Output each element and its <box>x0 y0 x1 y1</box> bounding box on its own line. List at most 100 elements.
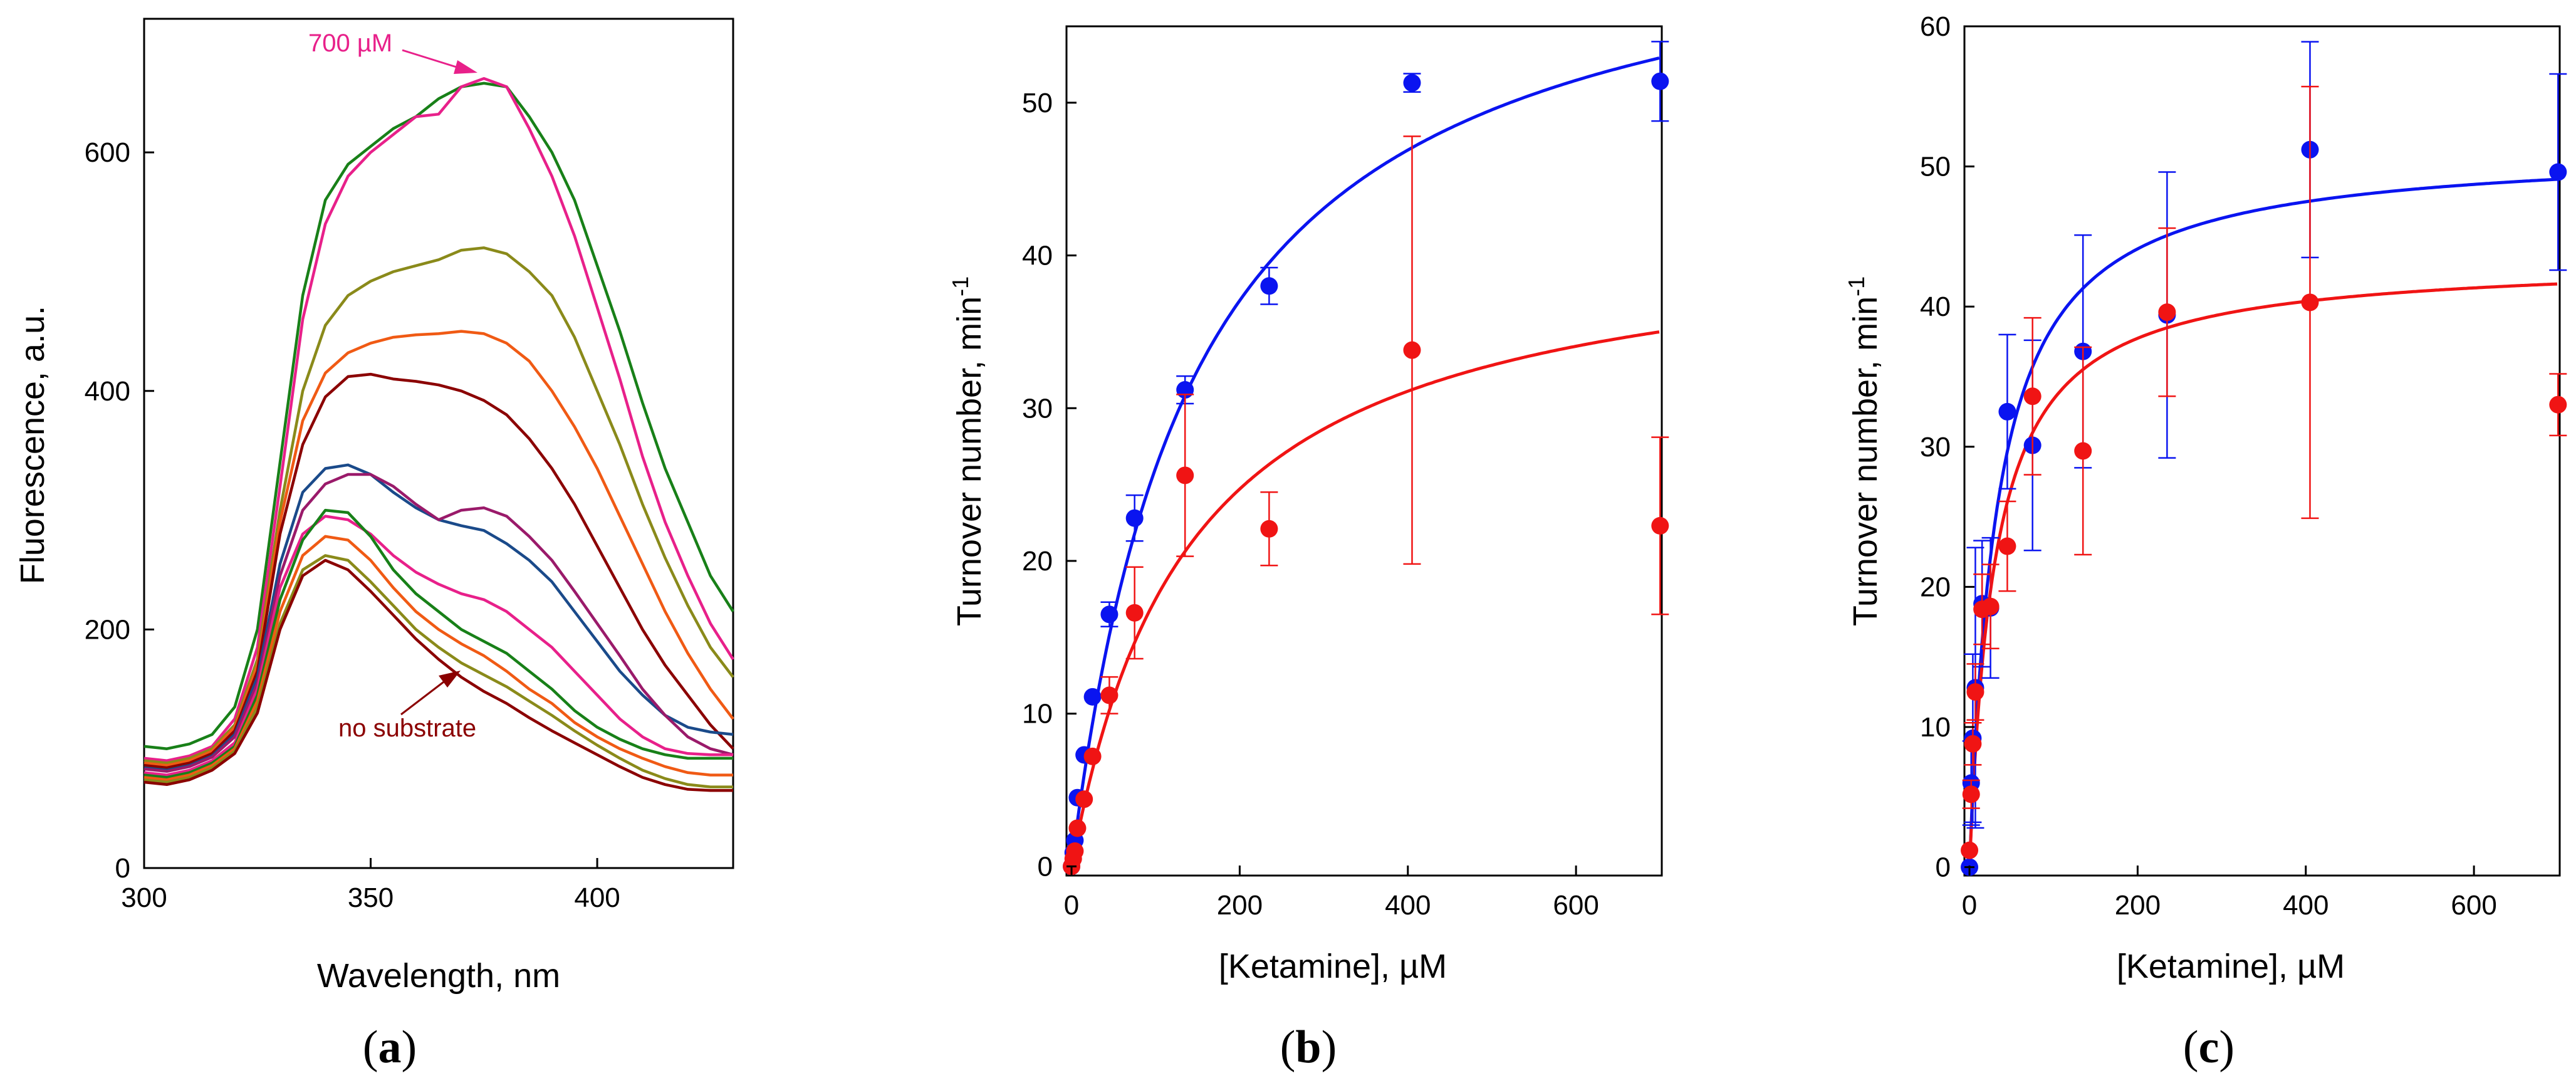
panel-b-red-point-11 <box>1651 516 1669 535</box>
panel-c-red-fit-curve <box>1968 282 2558 867</box>
annotation-no-substrate-label: no substrate <box>338 714 476 742</box>
panel-c-xlabel: [Ketamine], µM <box>2117 948 2345 985</box>
panel-b-axes: 0 200 400 600 0 10 20 30 40 50 <box>1022 88 1599 921</box>
panel-c-xtick-label-1: 200 <box>2115 890 2161 921</box>
annotation-700uM: 700 µM <box>308 29 477 74</box>
spectrum-line-olive-2 <box>143 554 733 788</box>
panel-c-ylabel-main: Turnover number, min <box>1847 296 1884 626</box>
panel-c-red-point-6 <box>1998 537 2016 555</box>
panel-c-red-point-10 <box>2301 293 2319 311</box>
panel-c-ylabel-sup: -1 <box>1843 276 1869 296</box>
panel-c-ytick-label-5: 50 <box>1920 152 1951 182</box>
panel-a-xtick-label-2: 400 <box>574 882 620 913</box>
panel-c-ytick-label-3: 30 <box>1920 432 1951 463</box>
panel-a-ylabel: Fluorescence, a.u. <box>14 306 51 584</box>
annotation-no-substrate-arrow-line <box>400 679 447 716</box>
panel-c-red-point-9 <box>2158 303 2176 322</box>
spectrum-line-orange-1 <box>143 330 734 767</box>
panel-c-xtick-label-0: 0 <box>1962 890 1977 921</box>
panel-b-xlabel: [Ketamine], µM <box>1219 948 1447 985</box>
spectrum-line-pink-700 <box>143 76 734 762</box>
panel-c-red-point-2 <box>1964 735 1982 753</box>
panel-a-ytick-label-1: 200 <box>85 614 130 645</box>
panel-c-ytick-label-4: 40 <box>1920 291 1951 322</box>
panel-b-ylabel-main: Turnover number, min <box>951 296 988 626</box>
panel-b-xtick-label-3: 600 <box>1553 890 1598 921</box>
panel-b-red-point-9 <box>1260 520 1278 538</box>
panel-b-caption: (b) <box>1280 1022 1337 1073</box>
panel-c-red-point-7 <box>2023 387 2042 405</box>
panel-c-red-point-0 <box>1961 841 1979 859</box>
spectrum-line-pink-2 <box>143 515 733 777</box>
panel-c-ylabel: Turnover number, min-1 <box>1843 276 1884 626</box>
panel-c-blue-fit-curve <box>1968 177 2558 867</box>
panel-c-blue-point-11 <box>2549 163 2567 181</box>
panel-a-letter: a <box>378 1022 402 1073</box>
panel-c-red-point-8 <box>2074 442 2092 460</box>
panel-b-xtick-label-0: 0 <box>1064 890 1079 921</box>
panel-a-ytick-label-0: 0 <box>115 853 130 884</box>
panel-c-ytick-label-1: 10 <box>1920 712 1951 743</box>
panel-b-ylabel-sup: -1 <box>947 276 973 296</box>
panel-c-points <box>1961 41 2567 876</box>
spectrum-line-purple-1 <box>143 473 734 773</box>
spectrum-line-green-1 <box>143 81 734 750</box>
panel-b-letter: b <box>1295 1022 1321 1073</box>
panel-b-ytick-label-3: 30 <box>1022 393 1053 424</box>
panel-a-ytick-label-3: 600 <box>85 137 130 168</box>
annotation-700uM-label: 700 µM <box>308 29 392 57</box>
panel-b-blue-point-11 <box>1651 72 1669 90</box>
annotation-700uM-arrow-line <box>402 49 463 70</box>
spectrum-line-green-2 <box>143 508 733 779</box>
panel-c-ytick-label-6: 60 <box>1920 11 1951 42</box>
panel-b-red-point-4 <box>1075 790 1093 808</box>
panel-c-blue-point-6 <box>1998 402 2016 421</box>
panel-b-xtick-label-1: 200 <box>1217 890 1263 921</box>
panel-c-axes: 0 200 400 600 0 10 20 30 40 50 60 <box>1920 11 2497 921</box>
panel-c-red-point-1 <box>1962 785 1980 803</box>
panel-a-series <box>143 76 734 792</box>
panel-b-xtick-label-2: 400 <box>1385 890 1431 921</box>
panel-b-red-point-8 <box>1176 466 1194 484</box>
panel-b-ytick-label-0: 0 <box>1038 851 1053 882</box>
panel-b-red-point-7 <box>1125 604 1144 622</box>
panel-b-frame <box>1065 25 1663 877</box>
panel-b-red-point-5 <box>1083 747 1102 765</box>
panel-b-ytick-label-2: 20 <box>1022 546 1053 577</box>
annotation-no-substrate: no substrate <box>338 671 476 742</box>
panel-b-red-point-10 <box>1403 341 1421 359</box>
panel-c-xtick-label-3: 600 <box>2451 890 2496 921</box>
panel-c-red-point-5 <box>1981 597 2000 615</box>
panel-c-red-point-11 <box>2549 395 2567 414</box>
panel-b-blue-point-5 <box>1083 688 1102 706</box>
panel-c-ytick-label-0: 0 <box>1936 852 1951 883</box>
spectrum-line-darkred-no-substrate <box>143 558 733 792</box>
panel-a-frame <box>143 18 734 869</box>
panel-b-ytick-label-1: 10 <box>1022 699 1053 730</box>
panel-b-ylabel: Turnover number, min-1 <box>947 276 988 626</box>
panel-a-xtick-label-0: 300 <box>121 882 167 913</box>
panel-c: 0 200 400 600 0 10 20 30 40 50 60 [Ketamine], µM T… <box>1843 11 2567 1073</box>
annotation-no-substrate-arrowhead-icon <box>439 671 461 688</box>
panel-b-blue-point-9 <box>1260 277 1278 295</box>
panel-a-xlabel: Wavelength, nm <box>317 957 560 995</box>
panel-a-ytick-label-2: 400 <box>85 376 130 407</box>
panel-b-blue-fit-curve <box>1070 56 1660 867</box>
panel-c-letter: c <box>2199 1022 2219 1073</box>
panel-b-red-fit-curve <box>1070 330 1660 867</box>
panel-b: 0 200 400 600 0 10 20 30 40 50 [Ketamine], µM Tur… <box>947 25 1669 1073</box>
panel-a-axes: 300 350 400 0 200 400 600 <box>85 137 620 913</box>
panel-c-fits <box>1968 177 2558 867</box>
panel-c-xtick-label-2: 400 <box>2283 890 2328 921</box>
annotation-700uM-arrowhead-icon <box>454 60 477 74</box>
panel-c-caption: (c) <box>2183 1022 2234 1073</box>
panel-c-frame <box>1963 25 2561 877</box>
panel-b-red-point-2 <box>1066 842 1084 861</box>
panel-b-fits <box>1070 56 1660 867</box>
panel-b-blue-point-7 <box>1125 509 1144 527</box>
panel-a-xtick-label-1: 350 <box>348 882 394 913</box>
spectrum-line-orange-2 <box>143 535 733 782</box>
panel-c-ytick-label-2: 20 <box>1920 572 1951 602</box>
panel-b-red-point-3 <box>1068 819 1087 837</box>
